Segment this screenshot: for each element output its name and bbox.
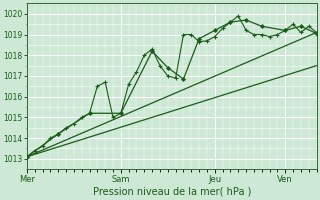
X-axis label: Pression niveau de la mer( hPa ): Pression niveau de la mer( hPa )	[92, 187, 251, 197]
